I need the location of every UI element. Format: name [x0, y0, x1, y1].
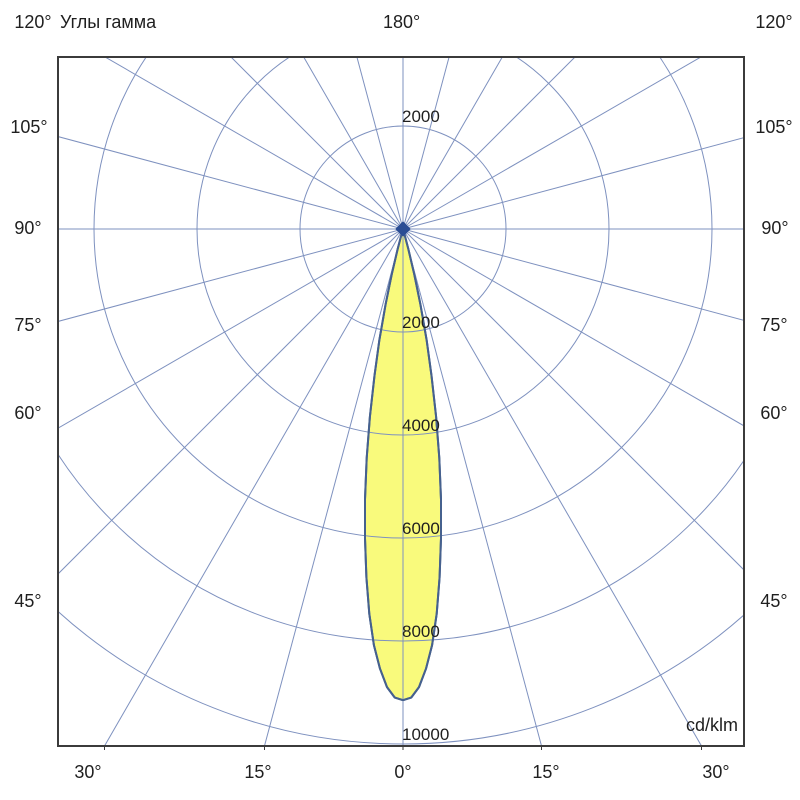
- grid-ring: [299, 125, 507, 333]
- ring-label: 4000: [402, 416, 440, 435]
- grid-ray: [58, 136, 404, 230]
- gamma-label-left: 75°: [14, 315, 41, 335]
- gamma-label-left: 120°: [14, 12, 51, 32]
- grid-ray: [402, 57, 702, 230]
- beam-lobe-outline-layer: [364, 228, 442, 702]
- gamma-label-bottom: 30°: [702, 762, 729, 782]
- grid-ring: [58, 610, 744, 745]
- grid-ray: [402, 228, 744, 571]
- grid-ray: [263, 228, 404, 746]
- unit-label: cd/klm: [686, 715, 738, 735]
- gamma-label-right: 120°: [755, 12, 792, 32]
- grid-ray: [58, 228, 404, 429]
- grid-ray: [58, 228, 404, 322]
- grid-ring: [58, 453, 744, 642]
- gamma-label-bottom: 30°: [74, 762, 101, 782]
- grid-ray: [402, 137, 744, 230]
- gamma-label-right: 75°: [760, 315, 787, 335]
- diagram-title: Углы гамма: [60, 12, 157, 32]
- grid-ray: [402, 228, 744, 427]
- gamma-label-bottom: 15°: [532, 762, 559, 782]
- grid-ray: [104, 57, 404, 230]
- grid-ray: [356, 57, 404, 230]
- grid-ray: [402, 57, 503, 230]
- top-axis-label-180: 180°: [383, 12, 421, 32]
- grid-ray: [303, 57, 404, 230]
- grid-ring: [93, 57, 713, 539]
- gamma-label-bottom: 15°: [244, 762, 271, 782]
- gamma-label-left: 90°: [14, 218, 41, 238]
- gamma-label-left: 105°: [10, 117, 47, 137]
- grid-ray: [58, 228, 404, 575]
- ring-label: 2000: [402, 313, 440, 332]
- gamma-label-right: 60°: [760, 403, 787, 423]
- grid-ray: [402, 57, 576, 230]
- grid-ray: [230, 57, 404, 230]
- gamma-label-bottom: 0°: [394, 762, 411, 782]
- gamma-label-left: 60°: [14, 403, 41, 423]
- gamma-label-left: 45°: [14, 591, 41, 611]
- gamma-label-right: 90°: [761, 218, 788, 238]
- ring-label: 8000: [402, 622, 440, 641]
- gamma-label-right: 105°: [755, 117, 792, 137]
- grid-ray: [402, 57, 450, 230]
- ring-label: 2000: [402, 107, 440, 126]
- grid-ray: [103, 228, 404, 746]
- center-marker: [395, 221, 411, 237]
- grid-ray: [402, 228, 543, 746]
- beam-lobe-outline: [364, 228, 442, 702]
- grid-ray: [402, 228, 703, 746]
- ring-label: 6000: [402, 519, 440, 538]
- grid-ray: [402, 228, 744, 321]
- plot-border: [57, 56, 745, 747]
- ring-label: 10000: [402, 725, 449, 744]
- grid-ring: [196, 57, 610, 436]
- gamma-label-right: 45°: [760, 591, 787, 611]
